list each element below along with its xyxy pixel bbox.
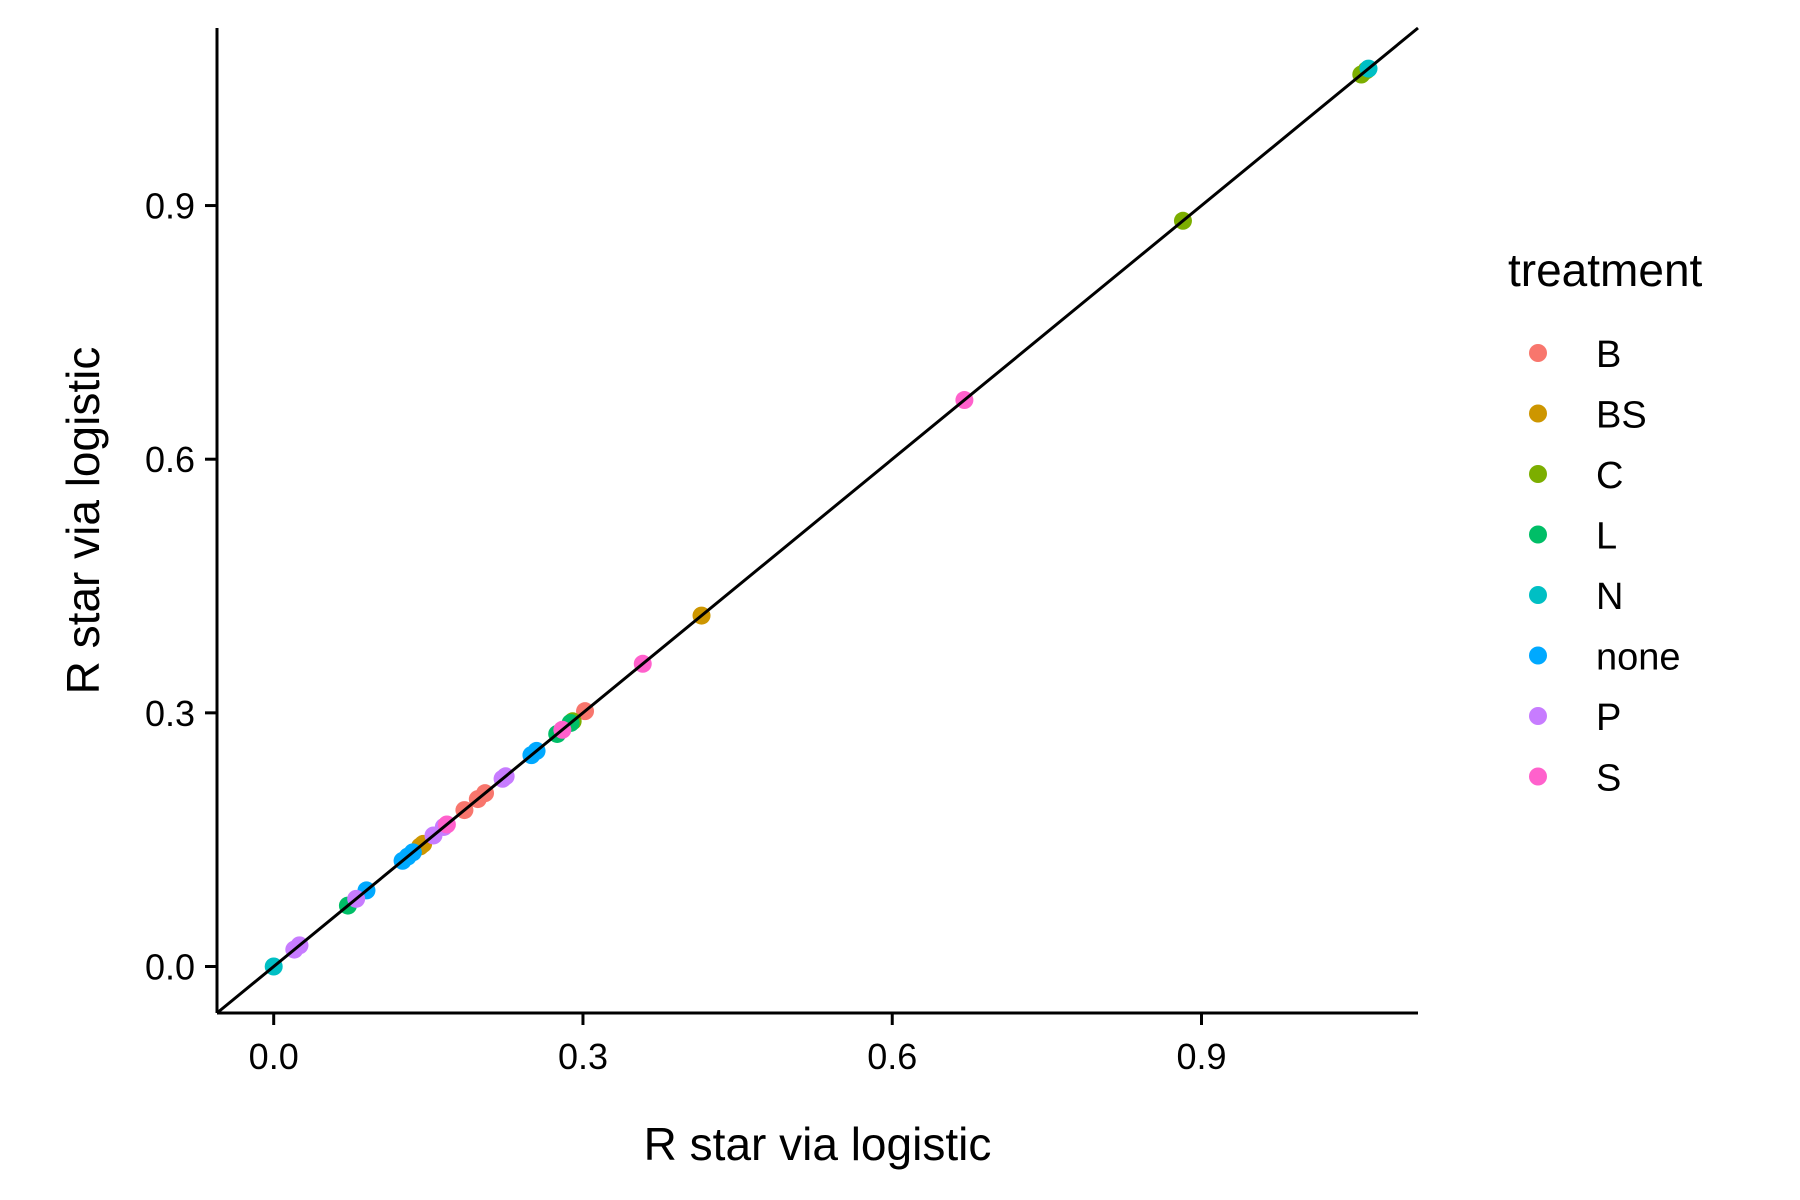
legend-label-c: C (1596, 455, 1623, 497)
legend-label-p: P (1596, 697, 1621, 739)
legend-key-none (1529, 646, 1547, 665)
legend-label-b: B (1596, 334, 1621, 376)
legend-key-s (1529, 767, 1547, 786)
legend-label-none: none (1596, 637, 1681, 679)
legend-label-n: N (1596, 576, 1623, 618)
legend-label-l: L (1596, 516, 1617, 558)
y-tick-label: 0.9 (145, 186, 195, 227)
legend-key-l (1529, 525, 1547, 544)
legend-key-p (1529, 707, 1547, 725)
legend-key-n (1529, 586, 1547, 604)
y-tick-label: 0.0 (145, 946, 195, 987)
reference-line-y-equals-x (216, 26, 1419, 1015)
legend-key-b (1529, 344, 1547, 362)
x-axis-title: R star via logistic (644, 1118, 992, 1170)
y-axis-title: R star via logistic (57, 347, 109, 695)
x-tick-label: 0.0 (249, 1036, 299, 1077)
legend-label-s: S (1596, 758, 1621, 800)
legend-title: treatment (1508, 244, 1703, 296)
x-tick-label: 0.3 (558, 1036, 608, 1077)
y-tick-label: 0.3 (145, 693, 195, 734)
y-axis-ticks: 0.0 0.3 0.6 0.9 (145, 186, 217, 987)
x-axis-ticks: 0.0 0.3 0.6 0.9 (249, 1013, 1227, 1077)
legend-key-c (1529, 465, 1547, 483)
legend-key-bs (1529, 404, 1547, 423)
legend-label-bs: BS (1596, 395, 1647, 437)
x-tick-label: 0.6 (867, 1036, 917, 1077)
y-tick-label: 0.6 (145, 439, 195, 480)
x-tick-label: 0.9 (1176, 1036, 1226, 1077)
